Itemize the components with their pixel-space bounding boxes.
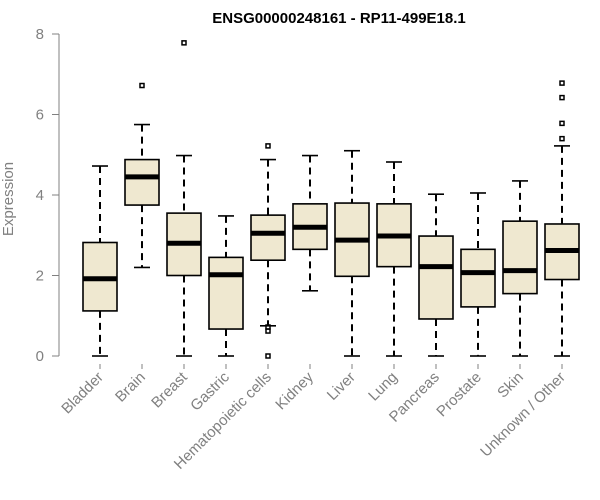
outlier-4-2 (265, 328, 271, 334)
outlier-11-2 (559, 94, 565, 101)
outlier-4-3 (265, 353, 271, 359)
box-group-10 (502, 180, 538, 357)
y-tick-label-2: 4 (36, 187, 44, 204)
box-9 (460, 248, 496, 308)
y-tick-label-3: 6 (36, 107, 44, 124)
box-8 (418, 235, 454, 320)
chart-title: ENSG00000248161 - RP11-499E18.1 (212, 10, 466, 27)
x-tick-label-9: Prostate (433, 369, 485, 421)
x-tick-label-0: Bladder (58, 369, 107, 418)
y-axis-ticks: 0 2 4 6 8 (36, 26, 59, 365)
outlier-1-0 (139, 82, 145, 89)
outlier-11-1 (559, 120, 565, 127)
y-tick-label-4: 8 (36, 26, 44, 43)
y-tick-label-1: 2 (36, 268, 44, 285)
box-group-1 (124, 82, 160, 269)
box-group-6 (334, 149, 370, 357)
outlier-4-0 (265, 143, 271, 149)
y-tick-label-0: 0 (36, 348, 44, 365)
outlier-2-0 (181, 40, 187, 46)
boxes-group (82, 40, 580, 359)
box-10 (502, 220, 538, 295)
x-tick-label-7: Lung (365, 369, 401, 405)
x-tick-label-2: Breast (148, 368, 191, 411)
x-tick-label-5: Kidney (272, 368, 317, 413)
box-group-2 (166, 40, 202, 357)
outlier-11-0 (559, 135, 565, 142)
box-group-0 (82, 165, 118, 357)
x-tick-label-6: Liver (324, 369, 359, 404)
box-group-8 (418, 193, 454, 357)
box-4 (250, 214, 286, 262)
box-1 (124, 158, 160, 206)
y-axis-label: Expression (0, 162, 17, 236)
outlier-11-3 (559, 80, 565, 86)
box-group-5 (292, 154, 328, 292)
box-group-7 (376, 161, 412, 357)
box-group-3 (208, 215, 244, 357)
box-group-4 (250, 143, 286, 359)
box-3 (208, 256, 244, 330)
box-group-11 (544, 80, 580, 357)
box-group-9 (460, 192, 496, 357)
x-tick-label-10: Skin (494, 369, 527, 402)
x-tick-label-1: Brain (112, 369, 149, 406)
